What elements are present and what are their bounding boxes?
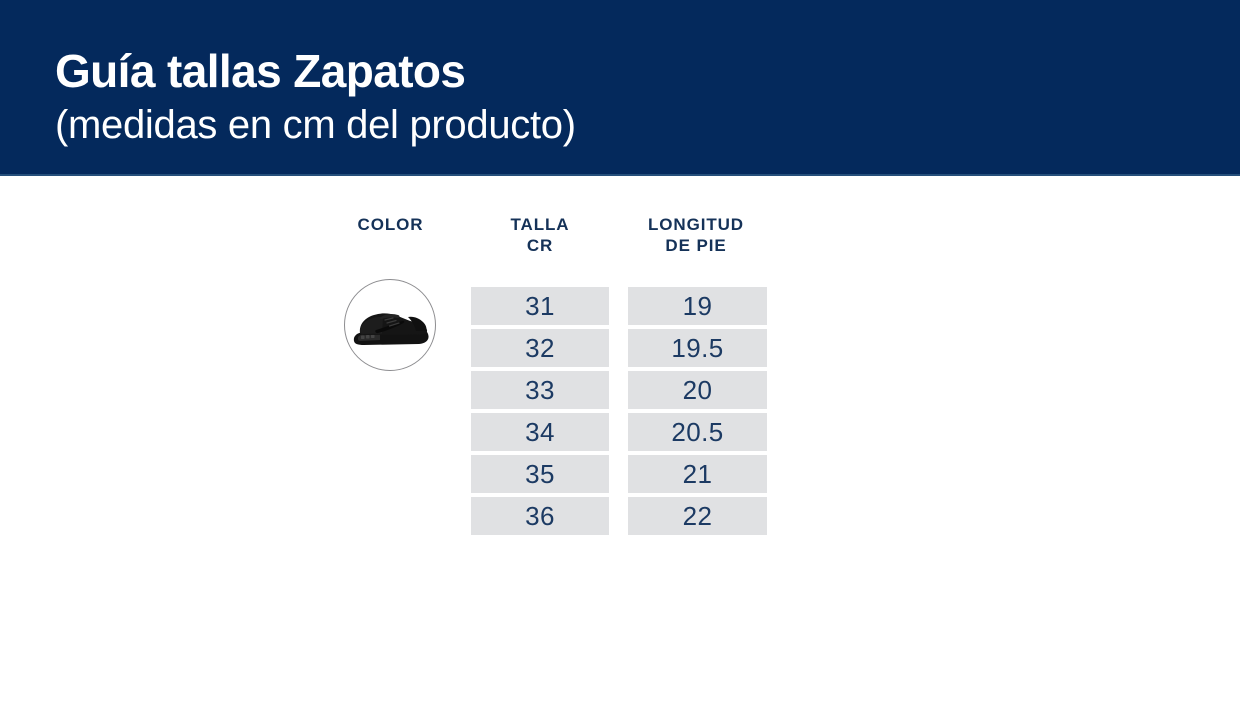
page-title: Guía tallas Zapatos [55,45,466,97]
size-table: COLOR TALLA CR LONGITUD DE PIE [0,176,1240,720]
table-cell-longitud: 21 [628,455,767,493]
table-cell-talla: 35 [471,455,609,493]
table-cell-talla: 36 [471,497,609,535]
black-sneaker-shoe-icon [353,313,429,345]
column-header-color: COLOR [318,214,463,235]
page-subtitle: (medidas en cm del producto) [55,103,576,147]
table-cell-longitud: 19 [628,287,767,325]
column-header-talla-line1: TALLA [510,215,570,234]
column-header-longitud-de-pie: LONGITUD DE PIE [626,214,766,256]
table-cell-talla: 32 [471,329,609,367]
column-header-talla-cr: TALLA CR [471,214,609,256]
table-cell-talla: 31 [471,287,609,325]
table-column-headers: COLOR TALLA CR LONGITUD DE PIE [0,176,1240,276]
color-swatch-circle[interactable] [344,279,436,371]
column-talla-cr-values: 31 32 33 34 35 36 [471,287,609,535]
column-header-talla-line2: CR [526,236,554,255]
color-swatch-cell [344,279,436,371]
column-header-color-line1: COLOR [357,215,424,234]
column-longitud-de-pie-values: 19 19.5 20 20.5 21 22 [628,287,767,535]
column-header-longitud-line2: DE PIE [665,236,727,255]
table-cell-longitud: 20 [628,371,767,409]
table-cell-longitud: 22 [628,497,767,535]
table-cell-longitud: 20.5 [628,413,767,451]
table-cell-longitud: 19.5 [628,329,767,367]
header-band: Guía tallas Zapatos (medidas en cm del p… [0,0,1240,176]
column-header-longitud-line1: LONGITUD [648,215,744,234]
table-cell-talla: 34 [471,413,609,451]
table-cell-talla: 33 [471,371,609,409]
